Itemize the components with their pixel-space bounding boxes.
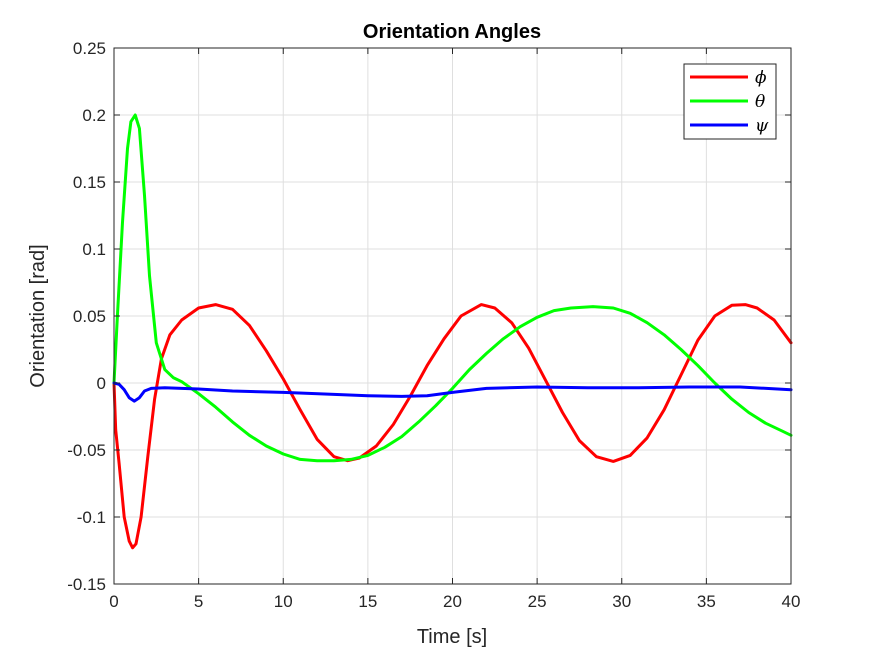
x-tick-label: 25 (528, 592, 547, 611)
y-tick-label: 0.05 (73, 307, 106, 326)
legend: ϕθψ (683, 63, 777, 140)
x-tick-label: 20 (443, 592, 462, 611)
x-tick-label: 30 (612, 592, 631, 611)
chart-title: Orientation Angles (363, 21, 541, 43)
series-line (112, 381, 793, 403)
y-tick-label: -0.15 (67, 575, 106, 594)
axis-ticks (113, 47, 792, 585)
series-line (112, 113, 793, 463)
x-tick-label: 15 (358, 592, 377, 611)
legend-label: ψ (755, 116, 769, 136)
series-lines (112, 113, 793, 550)
x-tick-label: 5 (194, 592, 203, 611)
y-tick-label: -0.05 (67, 441, 106, 460)
y-tick-labels: -0.15 -0.1 -0.05 0 0.05 0.1 0.15 0.2 0.25 (67, 39, 106, 594)
y-tick-label: 0.15 (73, 173, 106, 192)
x-tick-label: 40 (782, 592, 801, 611)
legend-label: ϕ (755, 68, 767, 88)
x-axis-label: Time [s] (417, 626, 487, 648)
x-tick-label: 10 (274, 592, 293, 611)
series-line (112, 303, 793, 550)
y-axis-label: Orientation [rad] (27, 244, 49, 387)
x-tick-labels: 0 5 10 15 20 25 30 35 40 (109, 592, 800, 611)
x-tick-label: 0 (109, 592, 118, 611)
y-tick-label: 0 (97, 374, 106, 393)
y-tick-label: 0.25 (73, 39, 106, 58)
legend-label: θ (755, 92, 765, 112)
y-tick-label: 0.2 (82, 106, 106, 125)
grid-lines (113, 47, 792, 585)
y-tick-label: -0.1 (77, 508, 106, 527)
y-tick-label: 0.1 (82, 240, 106, 259)
x-tick-label: 35 (697, 592, 716, 611)
